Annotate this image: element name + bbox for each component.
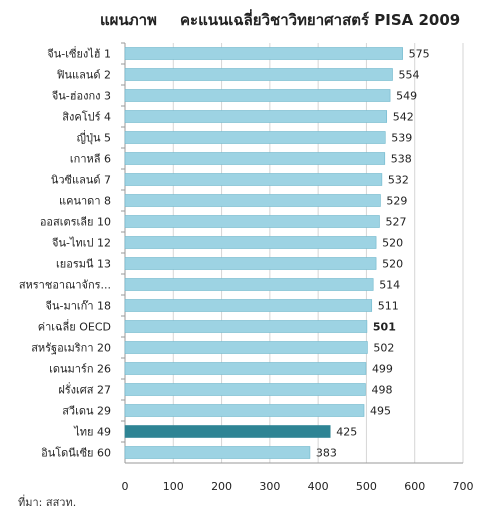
category-label: นิวซีแลนด์ 7 (51, 174, 111, 187)
value-label: 554 (399, 69, 420, 82)
category-label: จีน-เซี่ยงไฮ้ 1 (47, 46, 111, 61)
value-label: 529 (386, 195, 407, 208)
value-label: 383 (316, 447, 337, 460)
bar (124, 320, 368, 333)
bar (124, 257, 377, 270)
category-label: สหรัฐอเมริกา 20 (31, 342, 111, 355)
bar (124, 278, 374, 291)
bar (124, 362, 367, 375)
bar (124, 131, 386, 144)
value-label: 532 (388, 174, 409, 187)
bar (124, 194, 381, 207)
category-label: สวีเดน 29 (62, 405, 111, 418)
x-tick-label: 600 (404, 480, 425, 493)
value-label: 501 (373, 321, 396, 334)
value-label: 527 (385, 216, 406, 229)
value-label: 425 (336, 426, 357, 439)
value-label: 542 (393, 111, 414, 124)
category-label: ออสเตรเลีย 10 (40, 216, 111, 229)
x-tick-label: 200 (211, 480, 232, 493)
bar (124, 68, 393, 81)
category-label: เกาหลี 6 (70, 153, 111, 166)
category-label: ค่าเฉลี่ย OECD (38, 319, 111, 334)
value-label: 511 (378, 300, 399, 313)
bar (124, 173, 383, 186)
x-tick-label: 0 (122, 480, 129, 493)
value-label: 495 (370, 405, 391, 418)
category-label: เยอรมนี 13 (56, 258, 111, 271)
bar (124, 152, 386, 165)
category-label: ฟินแลนด์ 2 (56, 69, 111, 82)
x-tick-label: 700 (453, 480, 474, 493)
value-label: 498 (371, 384, 392, 397)
category-label: สิงคโปร์ 4 (62, 110, 111, 124)
bar (124, 446, 311, 459)
x-tick-label: 400 (308, 480, 329, 493)
value-label: 520 (382, 237, 403, 250)
bar (124, 215, 380, 228)
category-label: จีน-มาเก๊า 18 (45, 300, 111, 313)
category-label: จีน-ไทเป 12 (51, 237, 111, 250)
category-label: จีน-ฮ่องกง 3 (51, 90, 111, 103)
value-label: 539 (391, 132, 412, 145)
value-label: 514 (379, 279, 400, 292)
bar (124, 299, 373, 312)
bar (124, 236, 377, 249)
category-label: แคนาดา 8 (59, 195, 111, 208)
bar (124, 89, 391, 102)
bar (124, 425, 331, 438)
value-label: 538 (391, 153, 412, 166)
category-label: เดนมาร์ก 26 (49, 363, 111, 376)
value-label: 502 (373, 342, 394, 355)
chart-title: แผนภาพ คะแนนเฉลี่ยวิชาวิทยาศาสตร์ PISA 2… (0, 8, 500, 32)
category-label: ไทย 49 (73, 426, 111, 439)
value-label: 499 (372, 363, 393, 376)
bar (124, 404, 365, 417)
figure-label: แผนภาพ (100, 11, 157, 29)
x-tick-label: 100 (163, 480, 184, 493)
category-label: สหราชอาณาจักร... (19, 279, 111, 292)
source-note: ที่มา: สสวท. (18, 496, 77, 509)
bar (124, 110, 388, 123)
category-label: ญี่ปุ่น 5 (77, 130, 111, 145)
category-label: ฝรั่งเศส 27 (58, 382, 111, 397)
bar (124, 383, 366, 396)
x-tick-label: 500 (356, 480, 377, 493)
bar (124, 341, 368, 354)
chart-title-text: คะแนนเฉลี่ยวิชาวิทยาศาสตร์ PISA 2009 (180, 11, 461, 29)
value-label: 575 (409, 48, 430, 61)
bar (124, 47, 403, 60)
value-label: 520 (382, 258, 403, 271)
category-label: อินโดนีเซีย 60 (41, 446, 111, 460)
value-label: 549 (396, 90, 417, 103)
x-tick-label: 300 (259, 480, 280, 493)
